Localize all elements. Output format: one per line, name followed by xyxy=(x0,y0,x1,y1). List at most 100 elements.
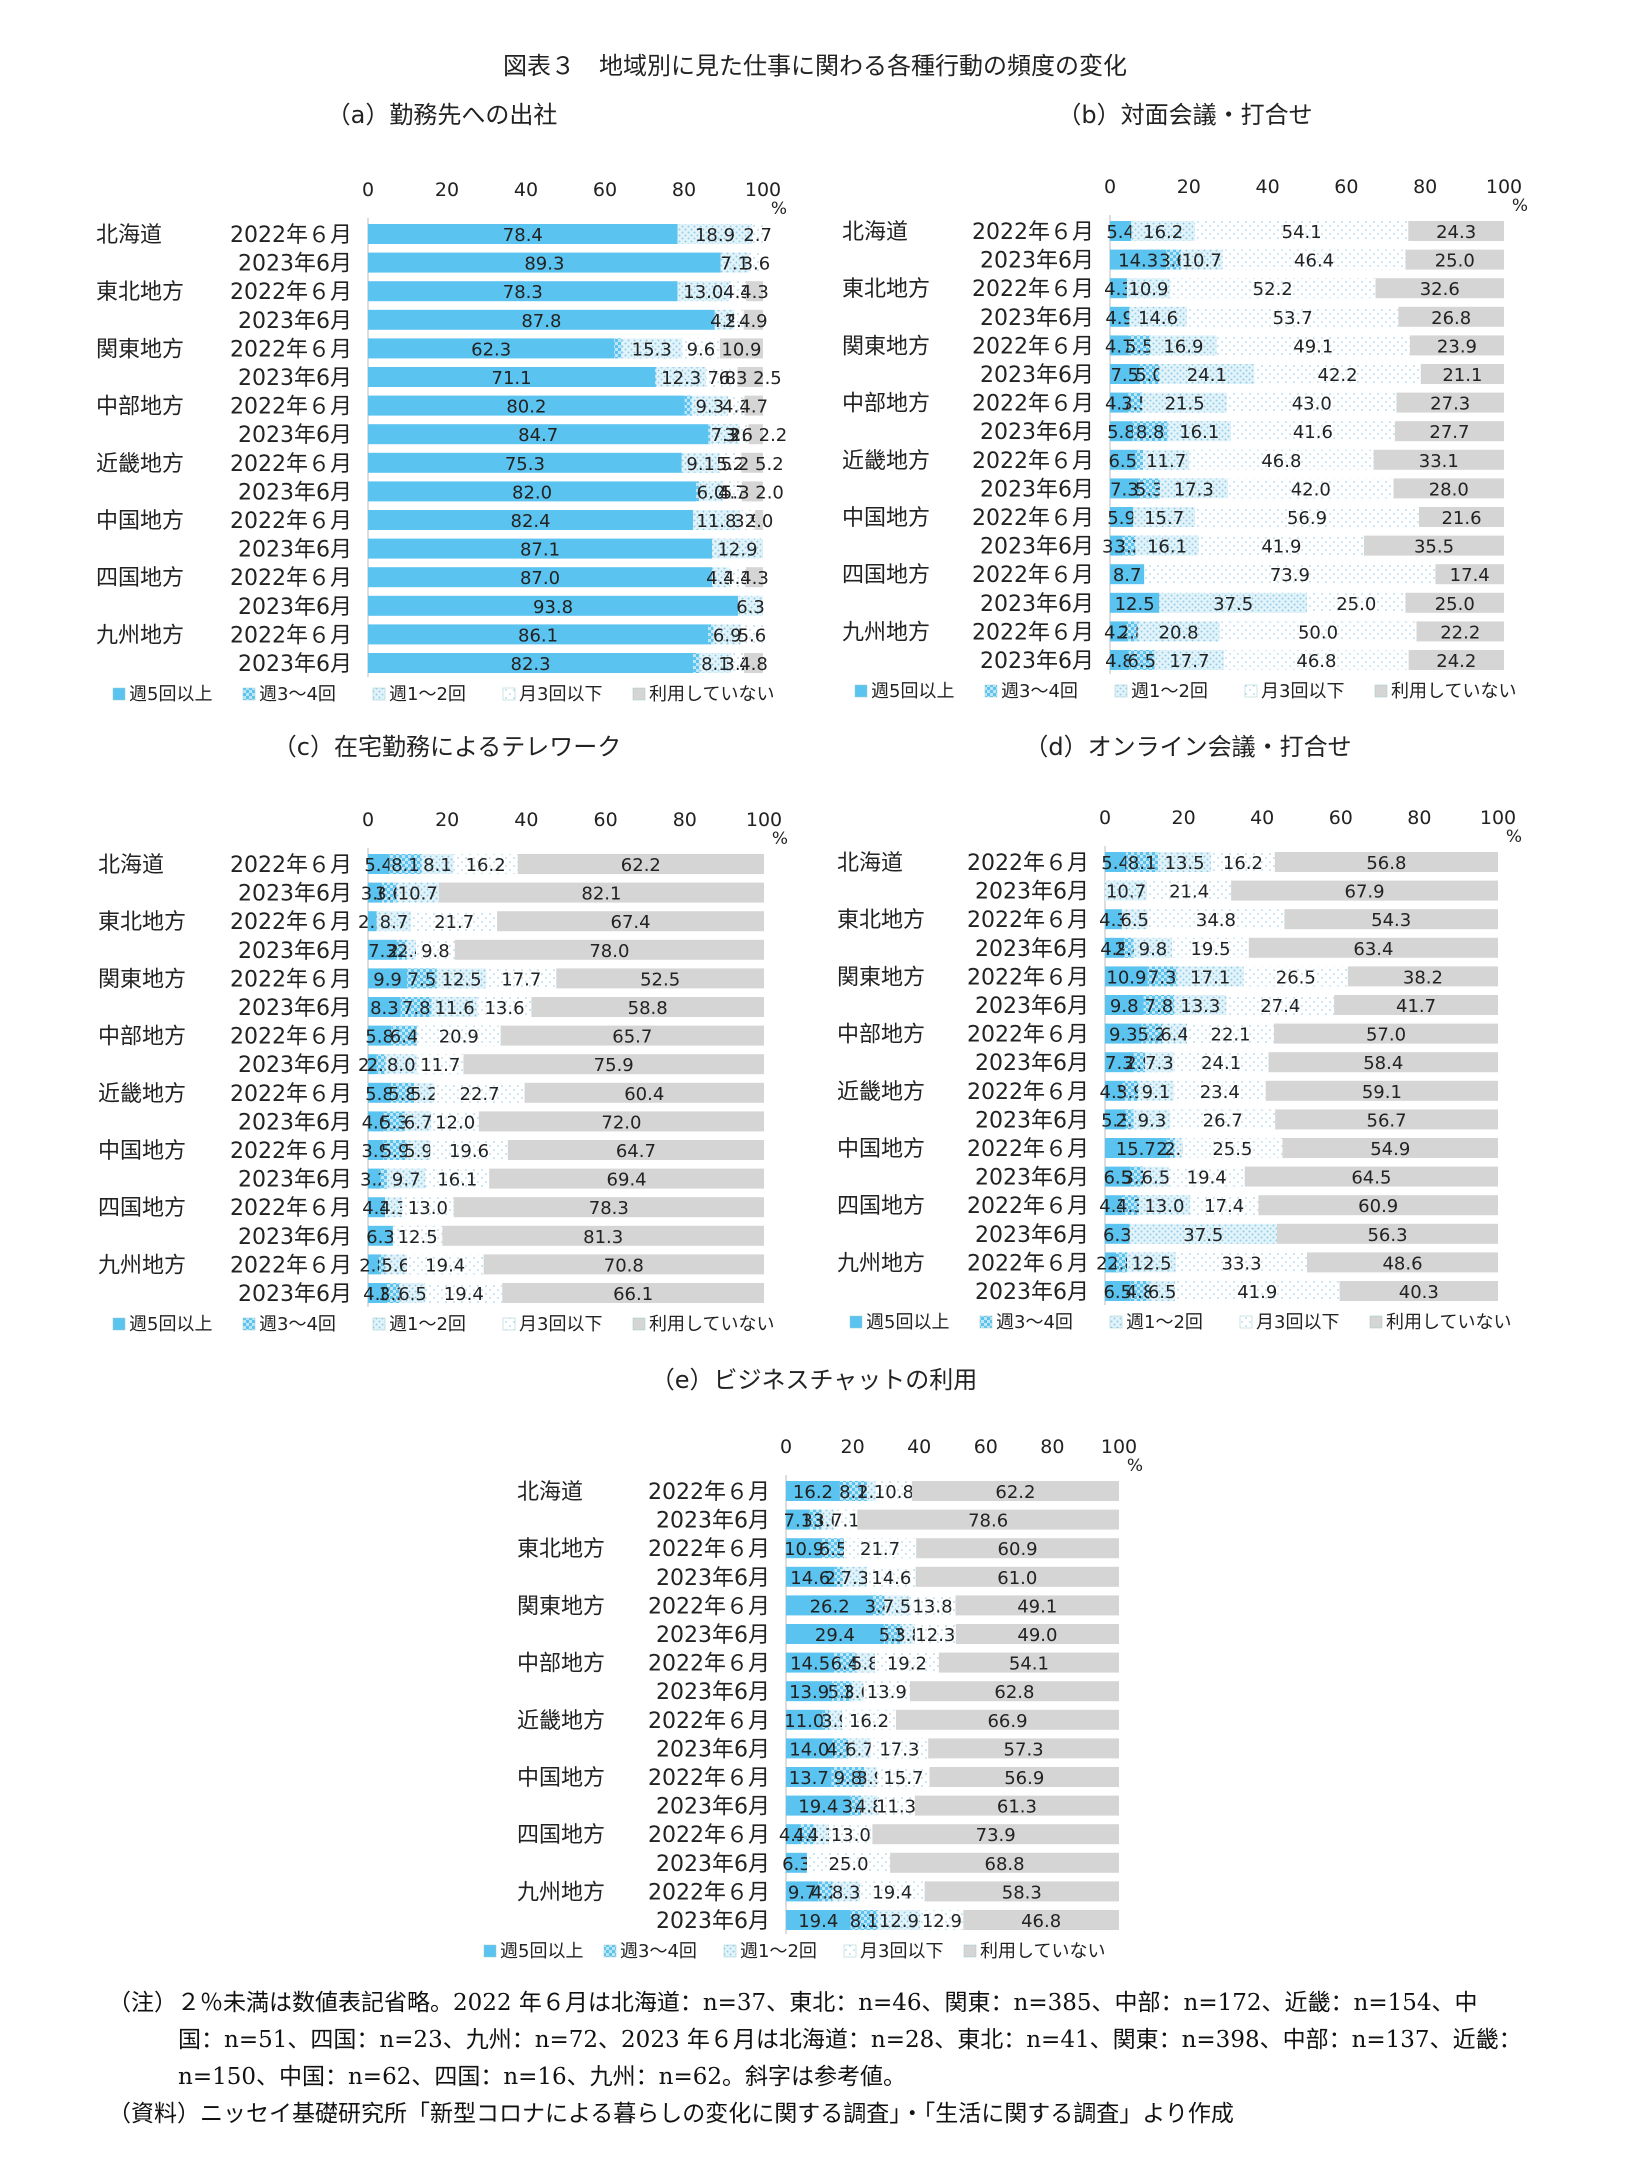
period-label: 2022年６月 xyxy=(967,965,1089,990)
region-label: 東北地方 xyxy=(842,277,930,302)
bar-segment xyxy=(938,1652,1119,1673)
bar-segment xyxy=(884,1595,910,1616)
data-label: 6.5 xyxy=(1103,1282,1132,1303)
bar-segment xyxy=(1110,421,1133,442)
data-label: 66.1 xyxy=(613,1284,653,1305)
bar-segment xyxy=(442,1225,764,1246)
chart-panel: （a）勤務先への出社 0 20 40 60 80 100% 北海道 2022年６月 78.4 18.… xyxy=(96,101,787,705)
data-label: 78.6 xyxy=(968,1511,1008,1532)
figure-title: 図表３ 地域別に見た仕事に関わる各種行動の頻度の変化 xyxy=(503,52,1127,80)
period-label: 2022年６月 xyxy=(230,623,352,648)
data-label: 7.3 xyxy=(1105,1053,1134,1074)
legend-label: 利用していない xyxy=(649,684,774,705)
period-label: 2022年６月 xyxy=(648,1594,770,1619)
bar-segment xyxy=(385,1054,418,1075)
bar-segment xyxy=(391,1025,417,1046)
data-label: 56.7 xyxy=(1367,1110,1407,1131)
bar-segment xyxy=(1189,449,1374,470)
bar-segment xyxy=(1282,1138,1498,1158)
bar-segment xyxy=(517,854,764,874)
bar-segment xyxy=(877,1767,930,1787)
bar-segment xyxy=(860,1881,925,1902)
bar-segment xyxy=(855,1652,875,1673)
bar-segment xyxy=(368,481,697,502)
data-label: 15.3 xyxy=(632,339,672,360)
bar-segment xyxy=(1168,1166,1245,1187)
data-label: 3.6 xyxy=(742,254,771,275)
bar-segment xyxy=(699,653,732,673)
data-label: 4.8 xyxy=(855,1797,884,1818)
x-tick-label: 80 xyxy=(672,179,696,201)
bar-segment xyxy=(1110,392,1129,413)
bar-segment xyxy=(693,510,740,530)
period-label: 2023年6月 xyxy=(238,538,352,563)
bar-segment xyxy=(786,1481,840,1501)
bar-segment xyxy=(955,1624,1119,1644)
data-label: 49.0 xyxy=(1017,1625,1057,1646)
data-label: 17.4 xyxy=(1450,565,1490,586)
period-label: 2023年6月 xyxy=(975,1108,1089,1133)
legend-swatch xyxy=(849,1315,863,1329)
data-label: 3.6 2.2 xyxy=(724,425,787,446)
bar-segment xyxy=(655,367,657,387)
region-label: 四国地方 xyxy=(837,1194,925,1219)
legend-label: 週5回以上 xyxy=(500,1941,583,1962)
bar-segment xyxy=(720,252,749,273)
period-label: 2022年６月 xyxy=(967,1194,1089,1219)
data-label: 7.1 xyxy=(720,254,749,275)
bar-segment xyxy=(1110,221,1132,241)
data-label: 21.1 xyxy=(1442,365,1482,386)
bar-segment xyxy=(1132,421,1168,442)
period-label: 2023年6月 xyxy=(238,939,352,964)
legend-swatch xyxy=(1369,1315,1383,1329)
bar-segment xyxy=(368,1111,384,1132)
x-tick-label: 0 xyxy=(1104,176,1116,198)
bar-segment xyxy=(1110,535,1123,556)
bar-segment xyxy=(748,424,763,445)
bar-segment xyxy=(822,1709,829,1730)
data-label: 6.3 xyxy=(782,1854,811,1875)
bar-segment xyxy=(368,882,383,903)
region-label: 九州地方 xyxy=(517,1880,605,1905)
region-label: 関東地方 xyxy=(837,965,925,990)
data-label: 93.8 xyxy=(533,597,573,618)
data-label: 5.2 5.2 xyxy=(721,454,784,475)
bar-segment xyxy=(1396,392,1504,413)
data-label: 19.4 xyxy=(444,1284,484,1305)
period-label: 2023年6月 xyxy=(656,1680,770,1705)
data-label: 24.3 xyxy=(1436,222,1476,243)
x-tick-label: 80 xyxy=(1413,176,1437,198)
data-label: 6.5 xyxy=(1108,451,1137,472)
legend-label: 利用していない xyxy=(1386,1312,1511,1333)
region-label: 近畿地方 xyxy=(837,1080,925,1105)
data-label: 5.8 xyxy=(1107,422,1136,443)
data-label: 75.9 xyxy=(594,1055,634,1076)
bar-segment xyxy=(681,452,720,473)
bar-segment xyxy=(1363,535,1504,556)
region-label: 中国地方 xyxy=(98,1139,186,1164)
bar-segment xyxy=(842,1709,896,1730)
bar-segment xyxy=(1105,1166,1131,1187)
bar-segment xyxy=(1122,1080,1139,1101)
period-label: 2022年６月 xyxy=(648,1766,770,1791)
data-label: 5.8 xyxy=(365,1027,394,1048)
region-label: 四国地方 xyxy=(98,1196,186,1221)
bar-segment xyxy=(368,1283,388,1303)
data-label: 5.8 xyxy=(365,1084,394,1105)
data-label: 5.8 xyxy=(851,1654,880,1675)
bar-segment xyxy=(421,854,454,874)
data-label: 4.3 xyxy=(793,1825,822,1846)
period-label: 2022年６月 xyxy=(648,1537,770,1562)
x-tick-label: 80 xyxy=(1407,807,1431,829)
legend-label: 利用していない xyxy=(649,1314,774,1335)
bar-segment xyxy=(453,1197,764,1218)
period-label: 2022年６月 xyxy=(972,620,1094,645)
period-label: 2023年6月 xyxy=(238,423,352,448)
data-label: 4.9 xyxy=(1105,308,1134,329)
bar-segment xyxy=(909,1681,1119,1702)
data-label: 6.5 xyxy=(1103,1168,1132,1189)
region-label: 東北地方 xyxy=(517,1537,605,1562)
bar-segment xyxy=(1159,478,1228,499)
period-label: 2023年6月 xyxy=(656,1795,770,1820)
legend-swatch xyxy=(963,1944,977,1958)
